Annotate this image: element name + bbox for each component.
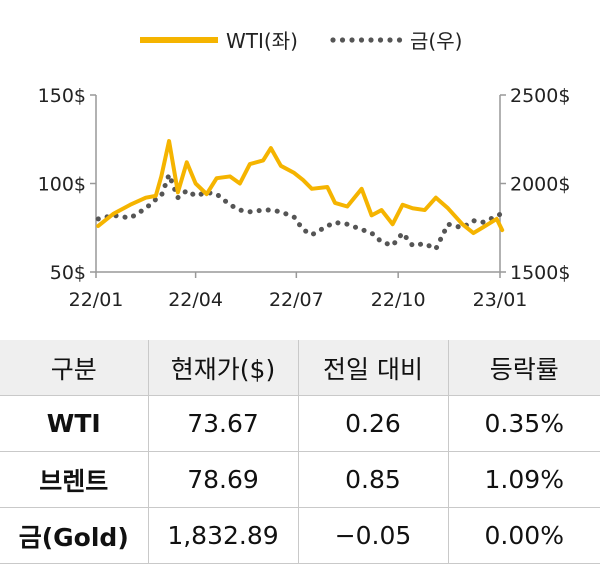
legend-gold-dot: [397, 37, 402, 42]
header-current-price: 현재가($): [148, 340, 298, 396]
x-tick-label: 22/04: [168, 289, 223, 311]
legend-gold-label: 금(우): [410, 29, 462, 53]
row-label: 금(Gold): [0, 508, 148, 564]
row-label: WTI: [0, 396, 148, 452]
table-row: WTI 73.67 0.26 0.35%: [0, 396, 600, 452]
legend-wti-label: WTI(좌): [226, 29, 298, 53]
y-left-tick-label: 100$: [38, 174, 86, 196]
legend-gold-dot: [340, 37, 345, 42]
cell-change: 0.26: [298, 396, 448, 452]
row-label: 브렌트: [0, 452, 148, 508]
x-tick-label: 22/07: [269, 289, 324, 311]
cell-change: 0.85: [298, 452, 448, 508]
x-tick-label: 22/01: [69, 289, 124, 311]
y-right-tick-label: 2500$: [510, 85, 570, 107]
axis-ticks: 150$ 100$ 50$ 2500$ 2000$ 1500$ 22/01 22/04 22/0…: [38, 85, 571, 311]
price-chart: WTI(좌) 금(우) 150$ 100$ 50$ 2500$ 2000$ 1500$ 22…: [0, 0, 600, 335]
cell-change-rate: 1.09%: [448, 452, 600, 508]
legend-gold-dot: [359, 37, 364, 42]
legend: WTI(좌) 금(우): [140, 29, 462, 53]
x-tick-label: 22/10: [371, 289, 426, 311]
legend-gold-dot: [349, 37, 354, 42]
cell-change-rate: 0.00%: [448, 508, 600, 564]
y-left-tick-label: 50$: [50, 262, 86, 284]
axes: 150$ 100$ 50$ 2500$ 2000$ 1500$ 22/01 22/04 22/0…: [38, 85, 571, 311]
legend-gold-swatch: [330, 37, 402, 42]
legend-gold-dot: [387, 37, 392, 42]
legend-gold-dot: [378, 37, 383, 42]
series-layer: [98, 141, 502, 249]
y-right-tick-label: 1500$: [510, 262, 570, 284]
series-line-wti: [98, 141, 502, 233]
cell-change: −0.05: [298, 508, 448, 564]
table-header-row: 구분 현재가($) 전일 대비 등락률: [0, 340, 600, 396]
x-tick-label: 23/01: [473, 289, 528, 311]
cell-current-price: 78.69: [148, 452, 298, 508]
price-table: 구분 현재가($) 전일 대비 등락률 WTI 73.67 0.26 0.35%…: [0, 340, 600, 564]
cell-change-rate: 0.35%: [448, 396, 600, 452]
cell-current-price: 73.67: [148, 396, 298, 452]
table-row: 금(Gold) 1,832.89 −0.05 0.00%: [0, 508, 600, 564]
cell-current-price: 1,832.89: [148, 508, 298, 564]
header-change: 전일 대비: [298, 340, 448, 396]
header-category: 구분: [0, 340, 148, 396]
legend-gold-dot: [330, 37, 335, 42]
y-left-tick-label: 150$: [38, 85, 86, 107]
table-row: 브렌트 78.69 0.85 1.09%: [0, 452, 600, 508]
legend-gold-dot: [368, 37, 373, 42]
header-change-rate: 등락률: [448, 340, 600, 396]
y-right-tick-label: 2000$: [510, 174, 570, 196]
